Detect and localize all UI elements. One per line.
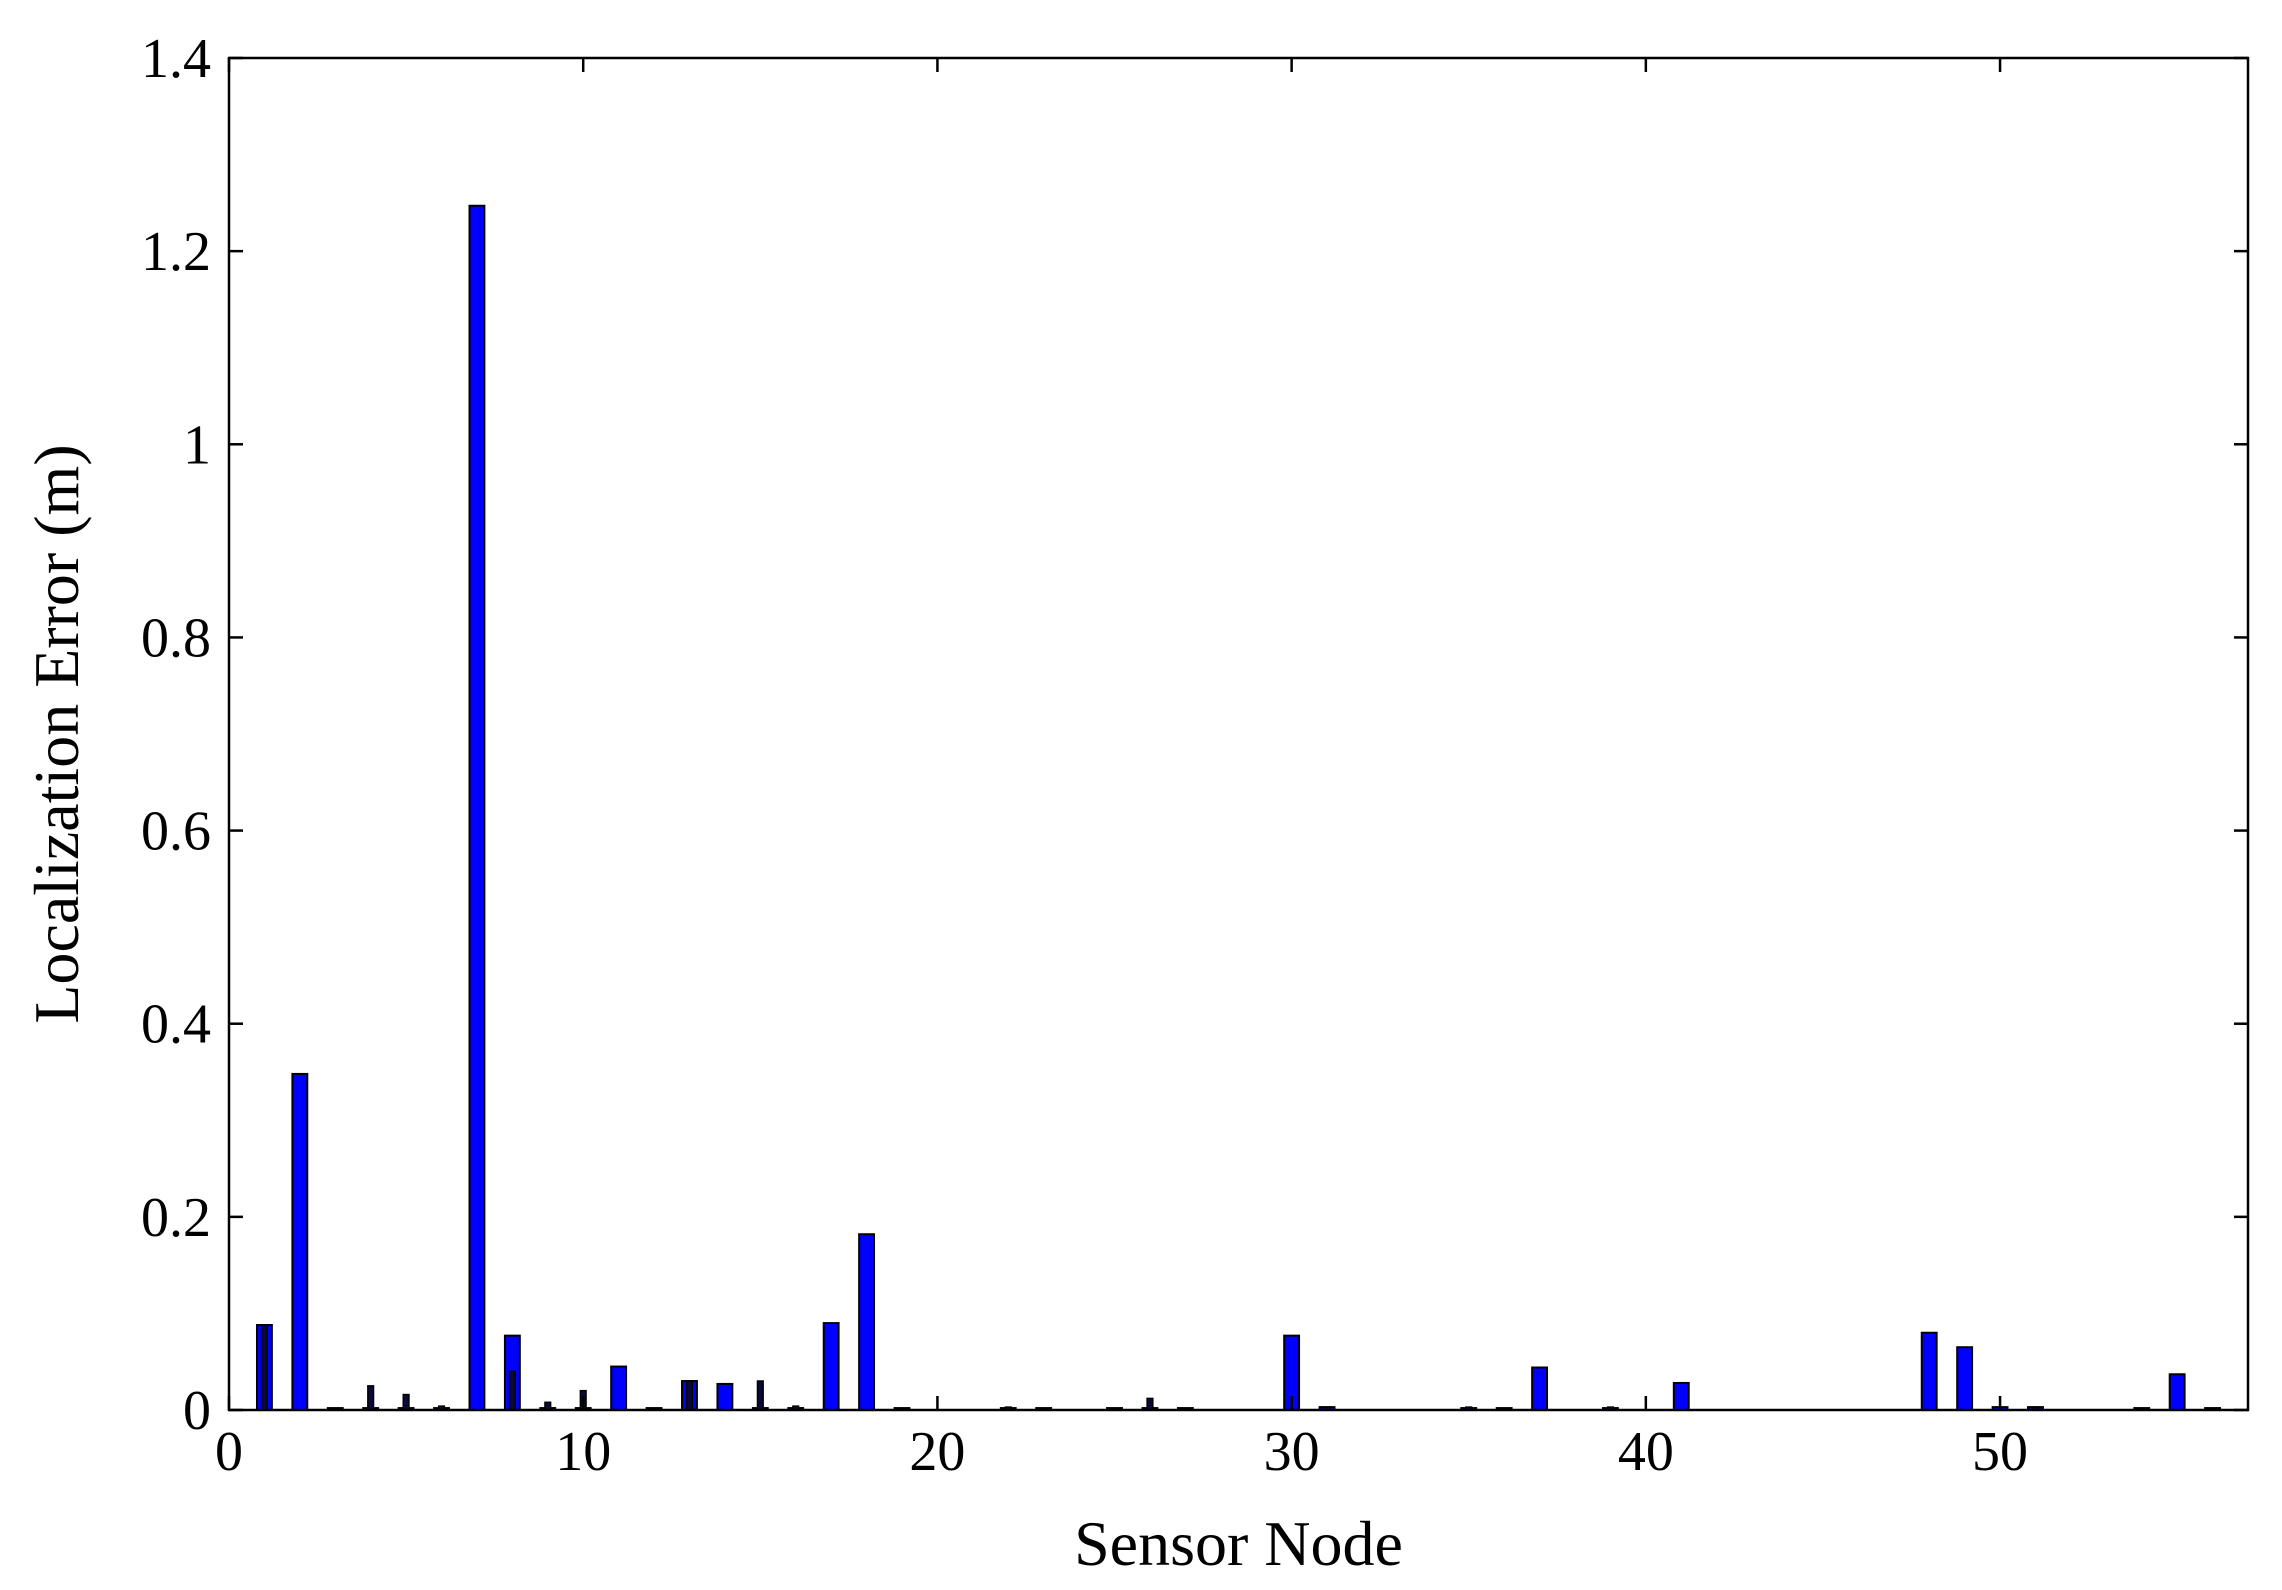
bars-group bbox=[255, 204, 2222, 1412]
secondary-bar-node-15 bbox=[756, 1380, 764, 1411]
x-tick-label-30: 30 bbox=[1264, 1421, 1320, 1483]
secondary-bar-node-5 bbox=[402, 1393, 410, 1411]
bar-node-55 bbox=[2168, 1373, 2186, 1411]
y-tick-label-1.4: 1.4 bbox=[141, 28, 211, 90]
bar-node-37 bbox=[1531, 1366, 1549, 1411]
y-tick-label-0.8: 0.8 bbox=[141, 607, 211, 669]
secondary-bar-node-1 bbox=[260, 1324, 269, 1411]
bar-node-48 bbox=[1920, 1331, 1938, 1411]
plot-frame bbox=[227, 56, 2250, 1412]
y-tick-label-1.2: 1.2 bbox=[141, 221, 211, 283]
bar-node-49 bbox=[1956, 1346, 1974, 1411]
x-tick-label-10: 10 bbox=[555, 1421, 611, 1483]
x-tick-label-40: 40 bbox=[1618, 1421, 1674, 1483]
x-tick-label-50: 50 bbox=[1972, 1421, 2028, 1483]
bar-node-41 bbox=[1672, 1381, 1690, 1411]
y-tick-label-0.2: 0.2 bbox=[141, 1187, 211, 1249]
x-tick-label-20: 20 bbox=[909, 1421, 965, 1483]
secondary-bar-node-26 bbox=[1146, 1397, 1154, 1411]
x-tick-label-0: 0 bbox=[215, 1421, 243, 1483]
secondary-bar-node-13 bbox=[685, 1380, 694, 1411]
bar-node-7 bbox=[468, 204, 486, 1412]
y-tick-label-0.4: 0.4 bbox=[141, 994, 211, 1056]
bar-node-18 bbox=[858, 1233, 876, 1411]
bar-node-2 bbox=[291, 1072, 309, 1411]
y-tick-label-1: 1 bbox=[183, 414, 211, 476]
bar-node-11 bbox=[610, 1365, 628, 1411]
ticks-group: 0 10 20 30 40 50 0 0.2 0.4 0.6 0.8 1 1.2 1.4 bbox=[141, 28, 2248, 1483]
secondary-bar-node-8 bbox=[508, 1370, 516, 1411]
secondary-bar-node-4 bbox=[367, 1385, 375, 1411]
y-tick-label-0.6: 0.6 bbox=[141, 801, 211, 863]
y-axis-label: Localization Error (m) bbox=[21, 444, 92, 1023]
x-axis-label: Sensor Node bbox=[1074, 1508, 1403, 1579]
bar-node-17 bbox=[822, 1322, 840, 1411]
y-tick-label-0: 0 bbox=[183, 1380, 211, 1442]
bar-node-14 bbox=[716, 1382, 734, 1411]
